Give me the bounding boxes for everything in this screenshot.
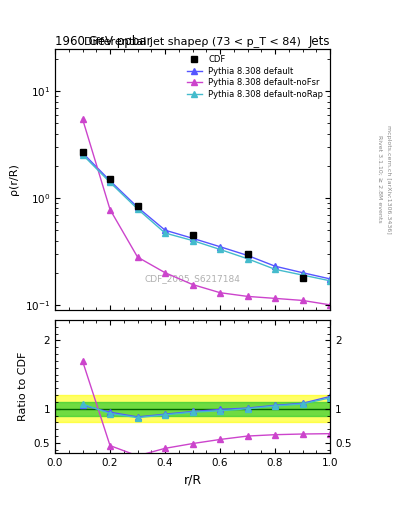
Pythia 8.308 default-noFsr [218, 290, 222, 296]
Pythia 8.308 default [163, 227, 167, 233]
CDF [245, 251, 250, 257]
Pythia 8.308 default-noFsr [273, 295, 277, 302]
CDF [190, 232, 195, 238]
Legend: CDF, Pythia 8.308 default, Pythia 8.308 default-noFsr, Pythia 8.308 default-noRa: CDF, Pythia 8.308 default, Pythia 8.308 … [184, 53, 326, 101]
Pythia 8.308 default [273, 263, 277, 269]
CDF [108, 176, 112, 182]
Y-axis label: Ratio to CDF: Ratio to CDF [18, 352, 28, 421]
Pythia 8.308 default-noFsr [300, 297, 305, 304]
Text: CDF_2005_S6217184: CDF_2005_S6217184 [145, 274, 241, 283]
Pythia 8.308 default-noRap [163, 230, 167, 236]
Pythia 8.308 default-noFsr [135, 254, 140, 260]
Bar [55, 395, 330, 422]
Pythia 8.308 default-noFsr [108, 206, 112, 212]
Pythia 8.308 default-noRap [273, 266, 277, 272]
Pythia 8.308 default-noFsr [190, 282, 195, 288]
Pythia 8.308 default [80, 150, 85, 156]
Text: Jets: Jets [309, 35, 330, 48]
Pythia 8.308 default-noRap [300, 272, 305, 278]
Line: Pythia 8.308 default: Pythia 8.308 default [80, 150, 333, 282]
Line: Pythia 8.308 default-noRap: Pythia 8.308 default-noRap [80, 152, 333, 284]
Pythia 8.308 default-noRap [245, 255, 250, 262]
Title: Differential jet shapeρ (73 < p_T < 84): Differential jet shapeρ (73 < p_T < 84) [84, 36, 301, 48]
Pythia 8.308 default-noFsr [163, 270, 167, 276]
Pythia 8.308 default-noRap [108, 179, 112, 185]
X-axis label: r/R: r/R [184, 474, 202, 486]
Pythia 8.308 default-noRap [190, 238, 195, 244]
Y-axis label: ρ(r/R): ρ(r/R) [9, 163, 19, 195]
Pythia 8.308 default-noFsr [245, 293, 250, 300]
Pythia 8.308 default [190, 235, 195, 241]
Pythia 8.308 default [300, 270, 305, 276]
Pythia 8.308 default-noRap [135, 206, 140, 212]
Line: CDF: CDF [80, 149, 305, 281]
Pythia 8.308 default [328, 276, 332, 282]
CDF [80, 149, 85, 155]
Text: Rivet 3.1.10; ≥ 2.8M events: Rivet 3.1.10; ≥ 2.8M events [377, 135, 382, 223]
Pythia 8.308 default [218, 244, 222, 250]
Pythia 8.308 default [108, 178, 112, 184]
Pythia 8.308 default-noFsr [80, 116, 85, 122]
Pythia 8.308 default [245, 252, 250, 259]
CDF [135, 202, 140, 208]
CDF [300, 274, 305, 281]
Bar [55, 402, 330, 416]
Text: 1960 GeV ppbar: 1960 GeV ppbar [55, 35, 152, 48]
Pythia 8.308 default-noRap [218, 246, 222, 252]
Pythia 8.308 default [135, 204, 140, 210]
Pythia 8.308 default-noFsr [328, 302, 332, 308]
Line: Pythia 8.308 default-noFsr: Pythia 8.308 default-noFsr [80, 116, 333, 308]
Pythia 8.308 default-noRap [80, 152, 85, 158]
Text: mcplots.cern.ch [arXiv:1306.3436]: mcplots.cern.ch [arXiv:1306.3436] [386, 125, 391, 233]
Pythia 8.308 default-noRap [328, 278, 332, 284]
